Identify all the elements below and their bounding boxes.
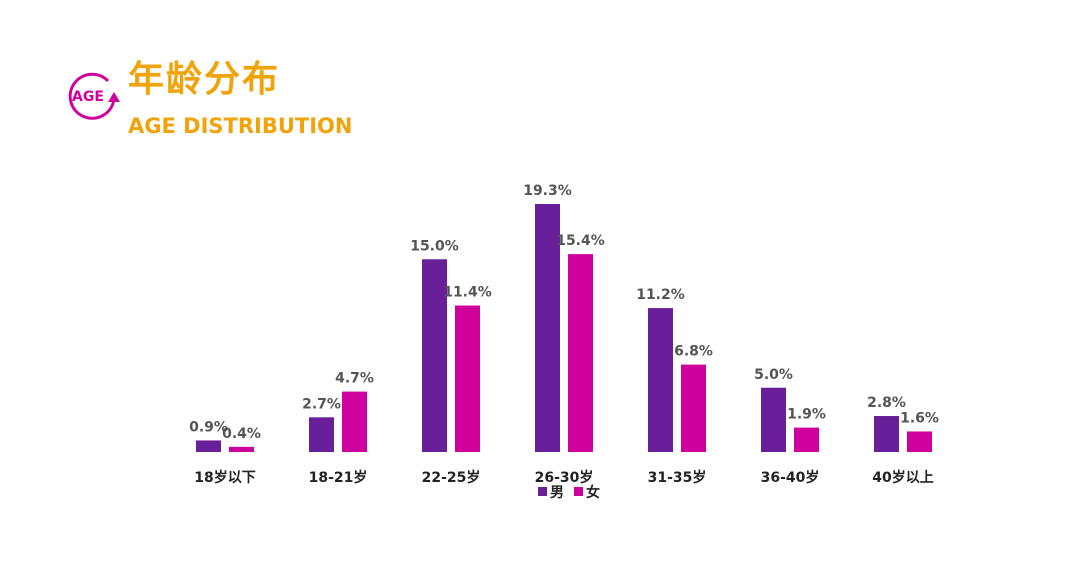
bar-female-0 (229, 446, 254, 452)
age-badge-text: AGE (72, 89, 104, 105)
bar-female-3 (568, 254, 593, 452)
page-title: 年龄分布 (128, 59, 281, 100)
bar-female-4 (681, 364, 706, 452)
legend-label-female: 女 (586, 484, 600, 501)
value-label-male-4: 11.2% (636, 287, 685, 303)
category-label-4: 31-35岁 (648, 469, 707, 486)
bar-male-6 (874, 416, 899, 452)
value-label-female-2: 11.4% (443, 285, 492, 301)
value-label-male-6: 2.8% (867, 395, 906, 411)
value-label-male-1: 2.7% (302, 396, 341, 412)
value-label-female-6: 1.6% (900, 410, 939, 426)
page-subtitle: AGE DISTRIBUTION (128, 114, 353, 138)
category-label-0: 18岁以下 (194, 469, 255, 486)
bar-female-5 (794, 427, 819, 452)
bar-female-2 (455, 305, 480, 452)
legend-swatch-male (538, 487, 547, 496)
value-label-male-3: 19.3% (523, 183, 572, 199)
value-label-female-5: 1.9% (787, 407, 826, 423)
category-label-5: 36-40岁 (761, 469, 820, 486)
value-label-female-3: 15.4% (556, 233, 605, 249)
value-label-female-0: 0.4% (222, 426, 261, 442)
legend-swatch-female (574, 487, 583, 496)
category-label-3: 26-30岁 (535, 469, 594, 486)
value-label-male-0: 0.9% (189, 419, 228, 435)
value-label-male-2: 15.0% (410, 238, 459, 254)
bar-male-4 (648, 308, 673, 452)
value-label-male-5: 5.0% (754, 367, 793, 383)
value-label-female-4: 6.8% (674, 344, 713, 360)
category-label-6: 40岁以上 (872, 469, 933, 486)
page-header: AGE 年龄分布 AGE DISTRIBUTION (55, 52, 455, 142)
bar-male-2 (422, 259, 447, 452)
age-badge-icon: AGE (68, 72, 120, 120)
bar-male-0 (196, 440, 221, 452)
bar-male-1 (309, 417, 334, 452)
bar-female-1 (342, 391, 367, 452)
category-label-2: 22-25岁 (422, 469, 481, 486)
bar-male-3 (535, 204, 560, 452)
bar-male-5 (761, 387, 786, 452)
value-label-female-1: 4.7% (335, 371, 374, 387)
legend-label-male: 男 (550, 485, 564, 501)
category-label-1: 18-21岁 (309, 469, 368, 486)
bar-female-6 (907, 431, 932, 452)
